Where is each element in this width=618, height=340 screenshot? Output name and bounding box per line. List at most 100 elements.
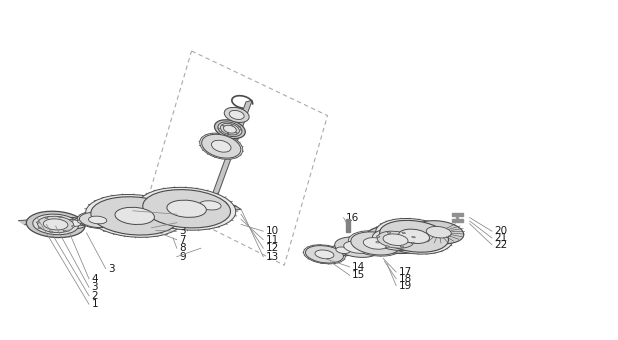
Ellipse shape [400, 246, 404, 248]
Ellipse shape [336, 247, 350, 254]
Ellipse shape [156, 207, 180, 216]
Ellipse shape [79, 212, 116, 228]
Ellipse shape [231, 124, 233, 125]
Text: 15: 15 [352, 270, 365, 280]
Ellipse shape [315, 250, 334, 259]
Ellipse shape [141, 205, 178, 221]
Ellipse shape [219, 131, 221, 132]
Text: 22: 22 [494, 240, 507, 250]
Text: 16: 16 [346, 212, 359, 223]
Ellipse shape [115, 207, 154, 224]
Ellipse shape [383, 234, 408, 245]
Text: 6: 6 [179, 218, 186, 228]
Ellipse shape [38, 227, 41, 229]
Ellipse shape [235, 132, 237, 133]
Ellipse shape [373, 229, 418, 251]
Ellipse shape [36, 222, 40, 223]
Ellipse shape [331, 245, 355, 256]
Ellipse shape [335, 237, 379, 257]
Ellipse shape [344, 241, 371, 253]
Ellipse shape [376, 236, 380, 237]
Ellipse shape [211, 140, 231, 152]
Ellipse shape [239, 126, 240, 127]
Ellipse shape [78, 219, 89, 224]
Ellipse shape [44, 217, 48, 219]
Ellipse shape [227, 133, 229, 134]
Ellipse shape [43, 219, 68, 230]
Ellipse shape [33, 214, 78, 235]
Text: 9: 9 [179, 252, 186, 262]
Ellipse shape [59, 218, 87, 228]
Ellipse shape [376, 241, 379, 243]
Ellipse shape [305, 245, 344, 263]
Ellipse shape [214, 120, 245, 139]
Text: 20: 20 [494, 226, 507, 236]
Text: 14: 14 [352, 262, 365, 272]
Ellipse shape [412, 236, 415, 238]
Ellipse shape [222, 125, 224, 126]
Ellipse shape [351, 232, 400, 255]
Text: 3: 3 [108, 264, 115, 274]
Ellipse shape [85, 194, 184, 237]
Ellipse shape [65, 220, 81, 226]
Ellipse shape [387, 232, 391, 233]
Ellipse shape [72, 226, 75, 227]
Ellipse shape [240, 130, 242, 131]
Bar [452, 219, 464, 222]
Ellipse shape [199, 201, 221, 210]
Ellipse shape [148, 208, 171, 218]
Ellipse shape [218, 122, 242, 137]
Ellipse shape [137, 187, 236, 230]
Ellipse shape [59, 217, 62, 218]
Ellipse shape [229, 110, 244, 119]
Polygon shape [19, 205, 241, 225]
Ellipse shape [379, 220, 449, 252]
Ellipse shape [200, 133, 243, 159]
Ellipse shape [70, 220, 74, 221]
Text: 18: 18 [399, 274, 412, 284]
Ellipse shape [38, 216, 74, 233]
Ellipse shape [91, 197, 179, 235]
Ellipse shape [143, 190, 231, 228]
Text: 3: 3 [91, 282, 98, 292]
Text: 2: 2 [91, 291, 98, 301]
Text: 12: 12 [266, 243, 279, 253]
Ellipse shape [161, 208, 176, 215]
Ellipse shape [224, 107, 249, 122]
Ellipse shape [363, 238, 388, 249]
Text: 11: 11 [266, 235, 279, 245]
Ellipse shape [88, 216, 107, 224]
Bar [452, 213, 464, 216]
Ellipse shape [49, 231, 53, 232]
Ellipse shape [366, 226, 425, 253]
Text: 21: 21 [494, 233, 507, 243]
Ellipse shape [402, 232, 405, 234]
Ellipse shape [399, 229, 430, 243]
Text: 5: 5 [179, 209, 186, 219]
Text: 10: 10 [266, 226, 279, 236]
Bar [346, 219, 350, 232]
Ellipse shape [224, 125, 236, 133]
Ellipse shape [221, 123, 239, 135]
Text: 19: 19 [399, 280, 412, 291]
Ellipse shape [376, 219, 452, 254]
Text: 1: 1 [91, 299, 98, 309]
Ellipse shape [303, 245, 345, 264]
Ellipse shape [218, 128, 219, 129]
Ellipse shape [411, 242, 415, 243]
Ellipse shape [167, 200, 206, 217]
Ellipse shape [27, 211, 85, 238]
Ellipse shape [74, 218, 93, 225]
Text: 13: 13 [266, 252, 279, 262]
Polygon shape [309, 236, 456, 257]
Ellipse shape [63, 230, 67, 232]
Polygon shape [209, 100, 252, 204]
Ellipse shape [78, 211, 117, 228]
Ellipse shape [377, 231, 414, 248]
Ellipse shape [386, 246, 389, 247]
Ellipse shape [201, 134, 241, 158]
Ellipse shape [426, 226, 451, 238]
Ellipse shape [192, 198, 229, 213]
Ellipse shape [349, 231, 403, 256]
Ellipse shape [414, 221, 464, 244]
